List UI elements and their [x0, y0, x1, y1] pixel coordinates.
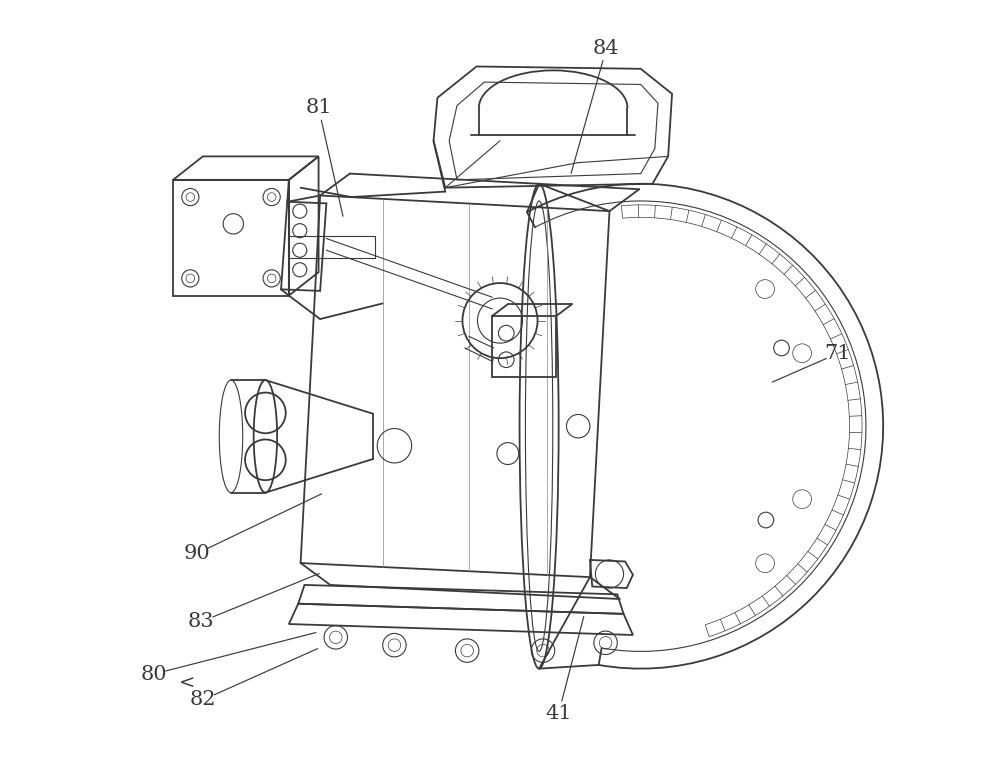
Text: 41: 41 [545, 704, 572, 723]
Text: 80: 80 [140, 665, 167, 683]
Text: 90: 90 [183, 544, 210, 563]
Text: <: < [179, 675, 195, 694]
Text: 84: 84 [593, 39, 620, 58]
Text: 71: 71 [825, 344, 851, 363]
Text: 83: 83 [188, 612, 215, 631]
Text: 81: 81 [305, 99, 332, 117]
Text: 82: 82 [190, 691, 216, 709]
